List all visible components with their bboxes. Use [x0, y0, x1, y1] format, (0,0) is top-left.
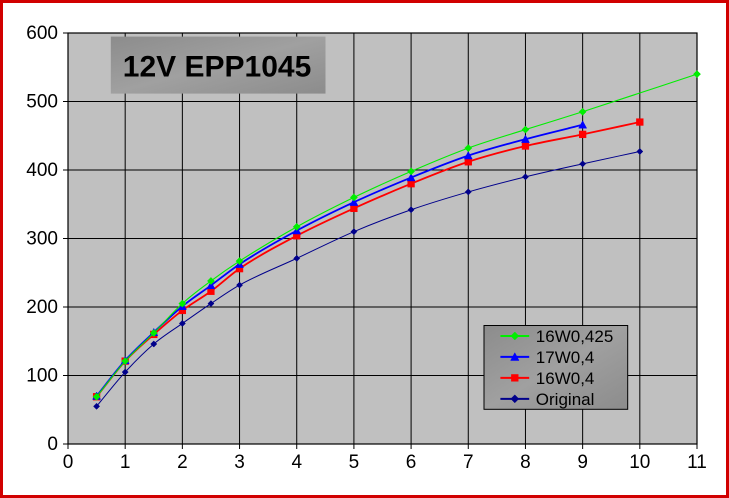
svg-text:0: 0 [63, 452, 74, 473]
svg-text:4: 4 [291, 452, 302, 473]
svg-text:Original: Original [536, 390, 595, 409]
svg-text:5: 5 [349, 452, 360, 473]
svg-text:6: 6 [406, 452, 417, 473]
svg-text:16W0,425: 16W0,425 [536, 327, 614, 346]
svg-text:12V EPP1045: 12V EPP1045 [123, 51, 311, 84]
svg-text:7: 7 [463, 452, 474, 473]
svg-text:0: 0 [47, 434, 58, 455]
svg-text:2: 2 [177, 452, 188, 473]
svg-text:300: 300 [26, 229, 58, 250]
svg-text:17W0,4: 17W0,4 [536, 348, 595, 367]
svg-text:200: 200 [26, 297, 58, 318]
svg-text:500: 500 [26, 92, 58, 113]
svg-text:400: 400 [26, 160, 58, 181]
svg-text:16W0,4: 16W0,4 [536, 369, 595, 388]
svg-text:10: 10 [629, 452, 650, 473]
svg-text:9: 9 [577, 452, 588, 473]
svg-text:8: 8 [520, 452, 531, 473]
svg-text:1: 1 [120, 452, 131, 473]
svg-text:3: 3 [234, 452, 245, 473]
svg-text:100: 100 [26, 366, 58, 387]
svg-text:600: 600 [26, 23, 58, 44]
svg-text:11: 11 [687, 452, 707, 473]
